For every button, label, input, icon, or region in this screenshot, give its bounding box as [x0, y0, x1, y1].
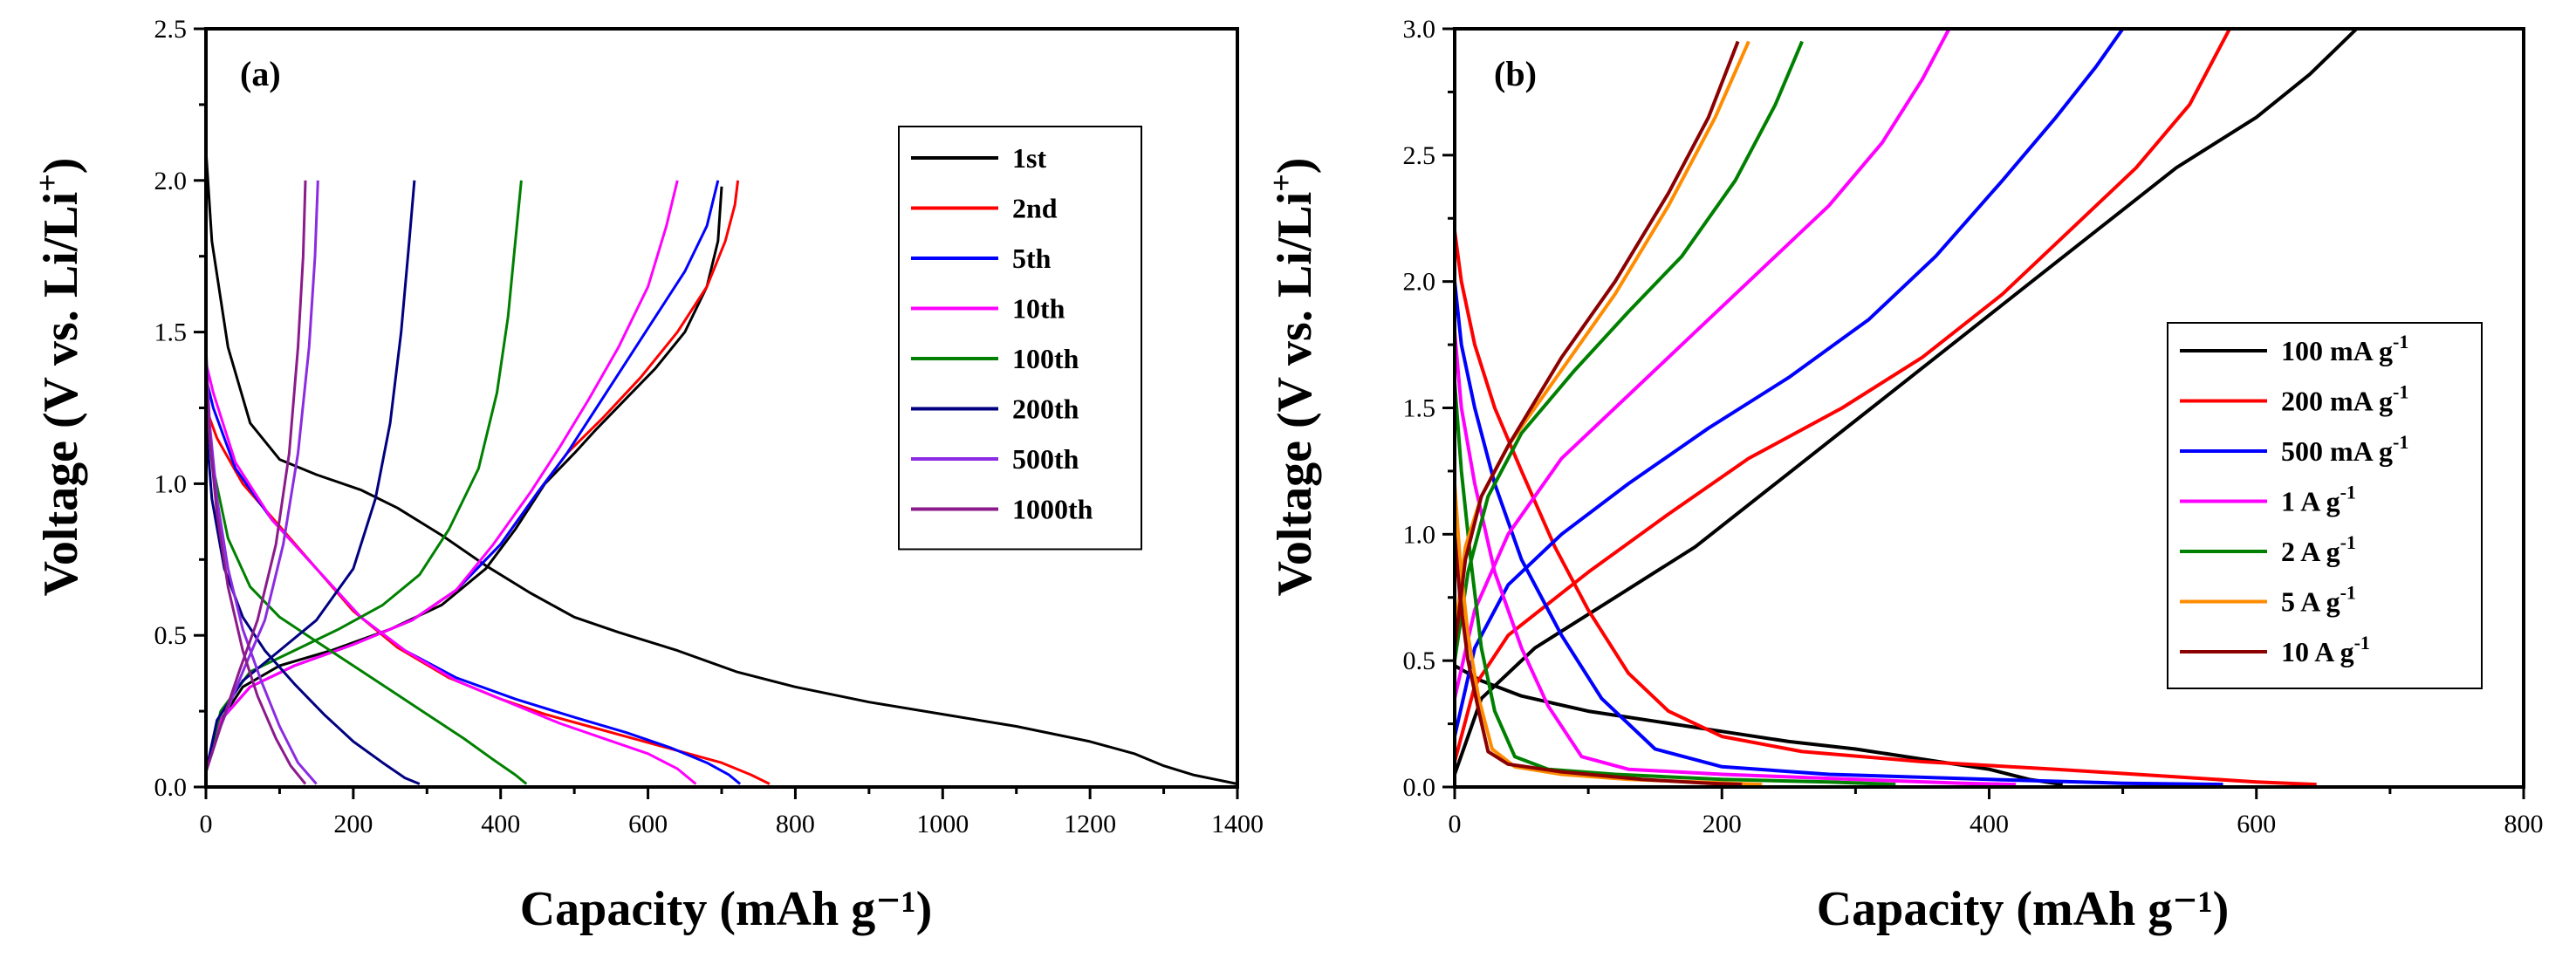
- y-tick-label-b: 0.5: [1403, 647, 1436, 675]
- panel-label-a: (a): [240, 54, 281, 93]
- legend-label-1000th: 1000th: [1012, 494, 1093, 525]
- y-tick-label-b: 1.0: [1403, 520, 1436, 549]
- y-tick-label-b: 2.0: [1403, 268, 1436, 297]
- x-tick-label-a: 1200: [1064, 810, 1116, 838]
- series-line-10th-charge: [204, 180, 679, 773]
- legend-label-2-a-g: 2 A g-1: [2281, 531, 2356, 567]
- series-line-1-a-g-charge: [1453, 28, 1951, 700]
- x-tick-label-a: 1000: [916, 810, 969, 838]
- x-tick-label-a: 600: [628, 810, 668, 838]
- x-tick-label-b: 400: [1970, 810, 2009, 838]
- y-tick-label-b: 1.5: [1403, 394, 1436, 423]
- x-axis-title-a: Capacity (mAh g⁻¹): [520, 882, 933, 936]
- y-tick-label-b: 2.5: [1403, 141, 1436, 170]
- series-line-1000th-charge: [204, 180, 307, 773]
- legend-label-5-a-g: 5 A g-1: [2281, 582, 2356, 618]
- series-line-200th-discharge: [204, 422, 421, 785]
- y-tick-label-a: 2.0: [154, 167, 188, 195]
- series-line-500th-discharge: [204, 346, 318, 785]
- legend-label-500-ma-g: 500 mA g-1: [2281, 431, 2408, 467]
- legend-a: 1st 2nd 5th 10th 100th 200th 500th 1000th: [898, 126, 1142, 551]
- series-line-100-ma-g-charge: [1453, 27, 2358, 776]
- series-line-1-a-g-discharge: [1453, 332, 2017, 787]
- legend-label-5th: 5th: [1012, 243, 1052, 274]
- legend-label-100-ma-g: 100 mA g-1: [2281, 331, 2408, 366]
- x-tick-label-a: 800: [776, 810, 815, 838]
- series-line-5th-discharge: [204, 377, 742, 785]
- y-tick-label-a: 0.5: [154, 621, 188, 650]
- series-line-200-ma-g-discharge: [1453, 230, 2317, 787]
- y-axis-title-a: Voltage (V vs. Li/Li+): [30, 158, 88, 597]
- x-tick-label-b: 600: [2237, 810, 2276, 838]
- series-line-5-a-g-charge: [1453, 40, 1750, 636]
- x-tick-label-b: 0: [1449, 810, 1462, 838]
- legend-label-1-a-g: 1 A g-1: [2281, 482, 2356, 517]
- legend-label-200th: 200th: [1012, 393, 1079, 425]
- series-line-10-a-g-charge: [1453, 40, 1740, 648]
- series-line-200-ma-g-charge: [1453, 28, 2231, 763]
- legend-box-a: [898, 126, 1142, 551]
- legend-label-2nd: 2nd: [1012, 193, 1058, 224]
- series-line-2-a-g-discharge: [1453, 382, 1896, 787]
- chart-panel-b: Voltage (V vs. Li/Li+) Capacity (mAh g⁻¹…: [1264, 15, 2544, 936]
- series-line-1st-discharge: [204, 149, 1238, 785]
- y-tick-label-b: 0.0: [1403, 773, 1436, 802]
- x-tick-label-a: 200: [333, 810, 373, 838]
- y-tick-label-a: 1.5: [154, 318, 188, 347]
- x-tick-label-b: 800: [2504, 810, 2544, 838]
- legend-b: 100 mA g-1 200 mA g-1 500 mA g-1 1 A g-1 2 A…: [2167, 322, 2483, 689]
- series-line-10th-discharge: [204, 362, 697, 785]
- x-tick-label-a: 1400: [1211, 810, 1264, 838]
- legend-label-100th: 100th: [1012, 343, 1079, 374]
- series-group-a: [204, 149, 1238, 785]
- series-line-2-a-g-charge: [1453, 40, 1804, 661]
- series-line-500-ma-g-discharge: [1453, 281, 2223, 787]
- y-axis-title-b: Voltage (V vs. Li/Li+): [1264, 158, 1322, 597]
- legend-label-1st: 1st: [1012, 142, 1046, 174]
- series-line-1st-charge: [204, 186, 723, 773]
- y-tick-label-a: 1.0: [154, 469, 188, 498]
- chart-panel-a: Voltage (V vs. Li/Li+) Capacity (mAh g⁻¹…: [30, 15, 1264, 936]
- x-tick-label-a: 400: [481, 810, 520, 838]
- legend-label-10-a-g: 10 A g-1: [2281, 632, 2370, 667]
- y-tick-label-a: 2.5: [154, 15, 188, 44]
- x-tick-label-b: 200: [1702, 810, 1742, 838]
- series-line-100th-discharge: [204, 407, 528, 785]
- series-line-100-ma-g-discharge: [1454, 664, 2063, 787]
- y-tick-label-b: 3.0: [1403, 15, 1436, 44]
- y-tick-label-a: 0.0: [154, 773, 188, 802]
- legend-label-200-ma-g: 200 mA g-1: [2281, 381, 2408, 417]
- legend-label-500th: 500th: [1012, 443, 1079, 475]
- series-line-10-a-g-discharge: [1453, 534, 1743, 787]
- legend-box-b: [2167, 322, 2483, 689]
- panel-label-b: (b): [1494, 54, 1537, 93]
- legend-label-10th: 10th: [1012, 293, 1065, 325]
- series-group-b: [1453, 27, 2358, 787]
- x-axis-title-b: Capacity (mAh g⁻¹): [1817, 882, 2230, 936]
- series-line-500-ma-g-charge: [1453, 27, 2125, 737]
- x-tick-label-a: 0: [200, 810, 213, 838]
- series-line-1000th-discharge: [204, 362, 307, 785]
